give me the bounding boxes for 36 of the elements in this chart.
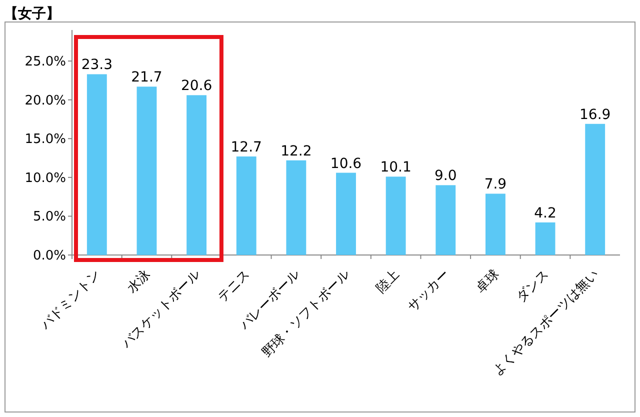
y-tick-label: 5.0%: [32, 210, 66, 225]
x-tick-label: 陸上: [374, 267, 403, 296]
data-label: 12.7: [230, 139, 262, 156]
data-label: 20.6: [180, 78, 212, 94]
bar: [286, 160, 306, 255]
bar: [585, 124, 606, 255]
x-tick-label: 水泳: [124, 266, 154, 296]
y-tick-label: 25.0%: [24, 54, 66, 70]
bar: [86, 74, 107, 255]
x-tick-label: ダンス: [514, 267, 552, 306]
data-label: 10.6: [330, 156, 362, 172]
y-tick-label: 20.0%: [24, 93, 66, 108]
data-label: 9.0: [434, 168, 457, 184]
bar: [535, 222, 556, 255]
data-label: 12.2: [280, 143, 312, 160]
bar: [336, 172, 356, 255]
x-tick-label: バドミントン: [37, 267, 104, 334]
data-label: 10.1: [380, 160, 412, 176]
bar: [236, 156, 256, 255]
bar: [485, 194, 506, 255]
x-tick-label: 卓球: [473, 267, 502, 296]
data-label: 21.7: [131, 70, 162, 86]
bar: [386, 176, 406, 255]
bar: [436, 185, 456, 255]
data-label: 16.9: [580, 106, 611, 123]
y-tick-label: 0.0%: [32, 248, 66, 264]
y-tick-label: 15.0%: [24, 132, 66, 148]
y-tick-label: 10.0%: [24, 170, 66, 186]
x-tick-label: サッカー: [405, 267, 452, 315]
data-label: 23.3: [81, 57, 112, 74]
data-label: 7.9: [484, 176, 507, 193]
bar: [136, 86, 157, 255]
x-tick-label: テニス: [215, 267, 254, 306]
bar: [186, 95, 207, 255]
data-label: 4.2: [534, 205, 556, 222]
chart-title: 【女子】: [4, 6, 60, 22]
